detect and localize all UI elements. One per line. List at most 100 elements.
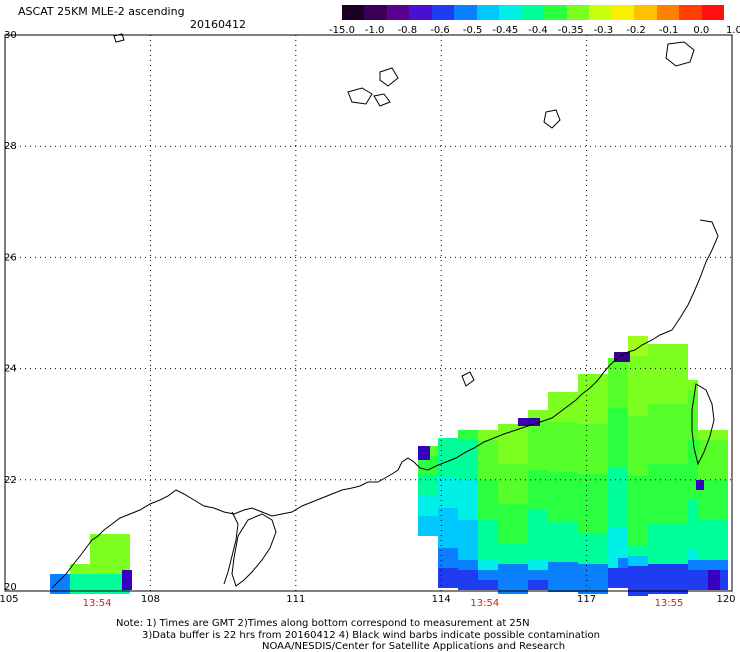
swath-cell-right bbox=[618, 558, 628, 568]
swath-cell-right bbox=[638, 506, 648, 516]
swath-cell-right bbox=[548, 422, 558, 432]
swath-cell-right bbox=[698, 530, 708, 540]
swath-cell-right bbox=[658, 404, 668, 414]
swath-cell-right bbox=[568, 502, 578, 512]
swath-cell-right bbox=[598, 444, 608, 454]
swath-cell-right bbox=[628, 426, 638, 436]
swath-cell-left bbox=[70, 584, 80, 594]
swath-cell-right bbox=[448, 488, 458, 498]
swath-cell-right bbox=[688, 490, 698, 500]
swath-cell-right bbox=[548, 482, 558, 492]
swath-cell-right bbox=[608, 548, 618, 558]
swath-cell-right bbox=[468, 520, 478, 530]
swath-cell-right bbox=[478, 580, 488, 590]
swath-cell-right bbox=[718, 580, 728, 590]
swath-cell-right bbox=[458, 570, 468, 580]
swath-cell-right bbox=[538, 410, 548, 420]
swath-cell-right bbox=[578, 414, 588, 424]
swath-cell-right bbox=[578, 524, 588, 534]
colorbar-label: -0.45 bbox=[492, 25, 519, 36]
swath-cell-right bbox=[678, 474, 688, 484]
swath-cell-right bbox=[438, 538, 448, 548]
swath-cell-right bbox=[538, 430, 548, 440]
swath-cell-right bbox=[678, 444, 688, 454]
swath-cell-right bbox=[538, 420, 548, 430]
swath-cell-left bbox=[90, 554, 100, 564]
swath-cell-right bbox=[638, 336, 648, 346]
swath-cell-right bbox=[538, 530, 548, 540]
pass-time-label: 13:54 bbox=[82, 598, 112, 609]
swath-cell-right bbox=[508, 514, 518, 524]
coastline-taiwan bbox=[691, 383, 715, 466]
swath-cell-right bbox=[668, 364, 678, 374]
swath-cell-right bbox=[428, 446, 438, 456]
swath-cell-left bbox=[120, 564, 130, 574]
swath-cell-right bbox=[668, 564, 678, 574]
swath-cell-right bbox=[598, 394, 608, 404]
swath-cell-right bbox=[468, 510, 478, 520]
swath-cell-right bbox=[718, 510, 728, 520]
swath-cell-right bbox=[448, 568, 458, 578]
swath-cell-right bbox=[638, 576, 648, 586]
swath-cell-right bbox=[648, 554, 658, 564]
coastline bbox=[51, 33, 719, 589]
swath-cell-right bbox=[538, 570, 548, 580]
swath-cell-right bbox=[488, 490, 498, 500]
swath-cell-right bbox=[698, 500, 708, 510]
swath-cell-right bbox=[548, 522, 558, 532]
colorbar-labels: -15.0 -1.0 -0.8 -0.6 -0.5 -0.45 -0.4 -0.35 -0.3 -… bbox=[329, 25, 740, 39]
swath-cell-right bbox=[498, 514, 508, 524]
swath-cell-right bbox=[558, 522, 568, 532]
swath-cell-right bbox=[498, 444, 508, 454]
swath-cell-right bbox=[578, 514, 588, 524]
swath-cell-right bbox=[548, 432, 558, 442]
x-tick-label: 114 bbox=[432, 594, 451, 605]
swath-cell-right bbox=[648, 464, 658, 474]
map-date: 20160412 bbox=[190, 18, 246, 31]
swath-cell-right bbox=[458, 540, 468, 550]
swath-cell-right bbox=[568, 542, 578, 552]
swath-cell-right bbox=[588, 554, 598, 564]
swath-cell-right bbox=[618, 478, 628, 488]
colorbar-swatch bbox=[701, 5, 724, 20]
swath-cell-right bbox=[638, 396, 648, 406]
swath-cell-right bbox=[658, 564, 668, 574]
swath-cell-right bbox=[598, 554, 608, 564]
colorbar-swatch bbox=[589, 5, 612, 20]
swath-cell-right bbox=[488, 430, 498, 440]
swath-cell-right bbox=[588, 454, 598, 464]
swath-cell-right bbox=[498, 564, 508, 574]
swath-cell-right bbox=[588, 424, 598, 434]
swath-cell-left bbox=[110, 584, 120, 594]
swath-cell-right bbox=[638, 566, 648, 576]
swath-cell-right bbox=[448, 458, 458, 468]
swath-cell-right bbox=[488, 480, 498, 490]
swath-cell-right bbox=[498, 544, 508, 554]
swath-cell-right bbox=[558, 472, 568, 482]
coastline-lake-1 bbox=[379, 67, 399, 87]
swath-cell-right bbox=[578, 454, 588, 464]
swath-cell-right bbox=[558, 542, 568, 552]
swath-cell-right bbox=[598, 384, 608, 394]
colorbar bbox=[342, 5, 724, 20]
swath-cell-right bbox=[618, 408, 628, 418]
swath-cell-right bbox=[548, 532, 558, 542]
swath-cell-right bbox=[678, 514, 688, 524]
swath-cell-right bbox=[578, 444, 588, 454]
swath-cell-right bbox=[498, 464, 508, 474]
swath-cell-left bbox=[122, 570, 132, 590]
swath-cell-right bbox=[518, 584, 528, 594]
swath-cell-right bbox=[538, 550, 548, 560]
note-line-2: 3)Data buffer is 22 hrs from 20160412 4)… bbox=[142, 630, 600, 641]
swath-cell-right bbox=[688, 470, 698, 480]
swath-cell-right bbox=[668, 524, 678, 534]
swath-cell-right bbox=[608, 368, 618, 378]
swath-cell-right bbox=[458, 580, 468, 590]
swath-cell-right bbox=[578, 494, 588, 504]
swath-cell-right bbox=[668, 474, 678, 484]
swath-cell-right bbox=[608, 508, 618, 518]
colorbar-swatch bbox=[544, 5, 567, 20]
swath-cell-right bbox=[708, 480, 718, 490]
swath-cell-right bbox=[648, 474, 658, 484]
swath-cell-right bbox=[428, 496, 438, 506]
